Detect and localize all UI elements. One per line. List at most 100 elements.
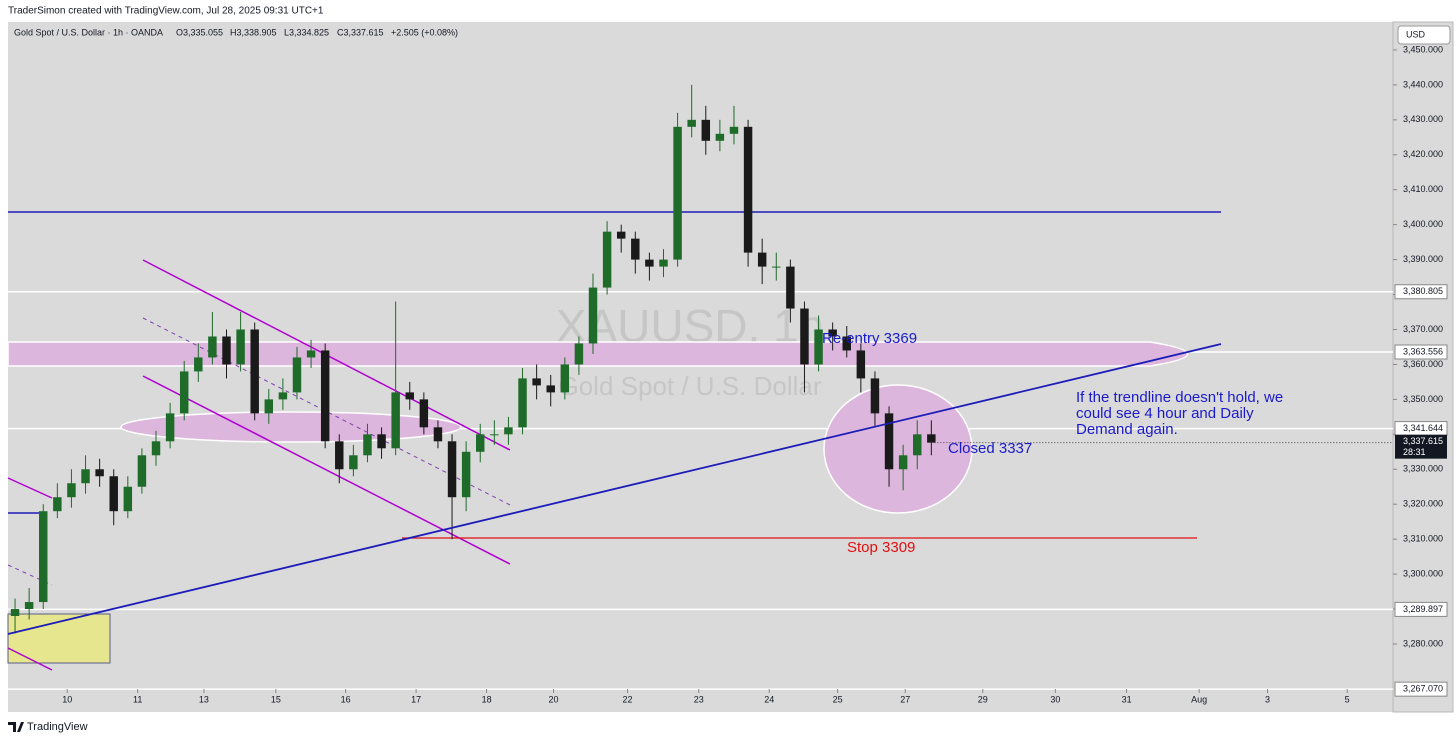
candle-body (870, 378, 880, 414)
y-tick-label: 3,370.000 (1403, 324, 1443, 334)
x-tick-label: 20 (549, 694, 559, 704)
x-tick-label: 25 (833, 694, 843, 704)
y-tick-label: 3,420.000 (1403, 149, 1443, 159)
candle-body (715, 133, 725, 141)
candle-body (405, 392, 414, 400)
x-tick-label: 24 (764, 694, 774, 704)
candle-body (306, 350, 316, 358)
last-price-tag (1395, 434, 1447, 459)
last-price-label: 3,337.615 (1403, 436, 1443, 446)
y-tick-label: 3,300.000 (1403, 568, 1443, 578)
brand: TradingView (27, 721, 88, 733)
watermark-subtitle: Gold Spot / U.S. Dollar (559, 371, 822, 401)
countdown: 28:31 (1403, 447, 1426, 457)
candle-body (208, 336, 217, 358)
candle-body (236, 329, 245, 365)
candle-body (476, 434, 485, 452)
price-axis (1392, 21, 1454, 713)
x-tick-label: 13 (199, 694, 209, 704)
candle-body (10, 609, 20, 617)
x-tick-label: 18 (482, 694, 492, 704)
price-line-label: 3,289.897 (1403, 604, 1443, 614)
candle-body (39, 511, 48, 603)
legend-high: H3,338.905 (230, 27, 277, 37)
price-line-label: 3,363.556 (1403, 346, 1443, 356)
candle-body (814, 329, 823, 365)
x-tick-label: 31 (1122, 694, 1132, 704)
currency-button[interactable] (1397, 25, 1451, 45)
x-tick-label: 10 (62, 694, 72, 704)
note-line: could see 4 hour and Daily (1076, 405, 1254, 422)
price-line-label: 3,341.644 (1403, 423, 1443, 433)
x-tick-label: 22 (623, 694, 633, 704)
y-tick-label: 3,400.000 (1403, 219, 1443, 229)
candle-body (616, 231, 626, 239)
x-tick-label: 15 (271, 694, 281, 704)
candle-body (828, 329, 837, 337)
candle-body (659, 259, 668, 267)
candle-body (250, 329, 259, 414)
y-tick-label: 3,440.000 (1403, 79, 1443, 89)
currency[interactable]: USD (1406, 29, 1426, 39)
y-tick-label: 3,330.000 (1403, 464, 1443, 474)
candle-body (645, 259, 654, 267)
candle-body (419, 399, 429, 428)
candle-body (349, 455, 358, 470)
close-circle (823, 384, 973, 514)
candle-body (842, 336, 851, 351)
y-tick-label: 3,390.000 (1403, 254, 1443, 264)
candle-body (687, 119, 696, 127)
candle-body (24, 602, 34, 610)
candle-body (53, 497, 62, 512)
range-ellipse (120, 411, 462, 443)
candle-body (320, 350, 330, 442)
candle-body (391, 392, 400, 449)
candle-body (546, 385, 555, 393)
candle-body (532, 378, 541, 386)
candle-body (67, 483, 76, 498)
candle-body (518, 378, 527, 428)
reentry-label: Re-entry 3369 (822, 330, 917, 347)
candle-body (109, 476, 118, 512)
price-line-tag (1394, 284, 1448, 300)
candle-body (95, 469, 104, 477)
price-line-tag (1394, 601, 1448, 617)
x-tick-label: 29 (978, 694, 988, 704)
candle-body (165, 413, 175, 442)
y-tick-label: 3,310.000 (1403, 534, 1443, 544)
legend-close: C3,337.615 (337, 27, 384, 37)
candle-body (222, 336, 231, 365)
candle-body (194, 357, 203, 372)
price-line-tag (1394, 681, 1448, 697)
candle-body (800, 308, 809, 365)
credit: TraderSimon created with TradingView.com… (8, 6, 324, 17)
brand-logo (8, 722, 24, 732)
trendline (7, 343, 1222, 635)
legend-change: +2.505 (+0.08%) (391, 27, 458, 37)
candle-body (137, 455, 147, 487)
candle-body (772, 266, 781, 268)
candle-body (278, 392, 288, 400)
candle-body (757, 252, 767, 267)
x-tick-label: 5 (1345, 694, 1350, 704)
y-tick-label: 3,360.000 (1403, 359, 1443, 369)
note-line: Demand again. (1076, 421, 1178, 438)
candle-body (490, 434, 499, 436)
price-line-label: 3,267.070 (1403, 684, 1443, 694)
chart-panel (8, 22, 1393, 712)
candle-body (179, 371, 189, 414)
candle-body (123, 486, 133, 512)
price-line-label: 3,380.805 (1403, 286, 1443, 296)
candle-body (433, 427, 443, 442)
candle-body (151, 441, 161, 456)
candle-body (927, 434, 936, 443)
y-tick-label: 3,280.000 (1403, 638, 1443, 648)
y-tick-label: 3,450.000 (1403, 44, 1443, 54)
candle-body (673, 126, 682, 260)
old-channel-top (7, 477, 53, 499)
candle-body (574, 343, 584, 365)
candle-body (729, 126, 739, 134)
candle-body (588, 287, 598, 344)
